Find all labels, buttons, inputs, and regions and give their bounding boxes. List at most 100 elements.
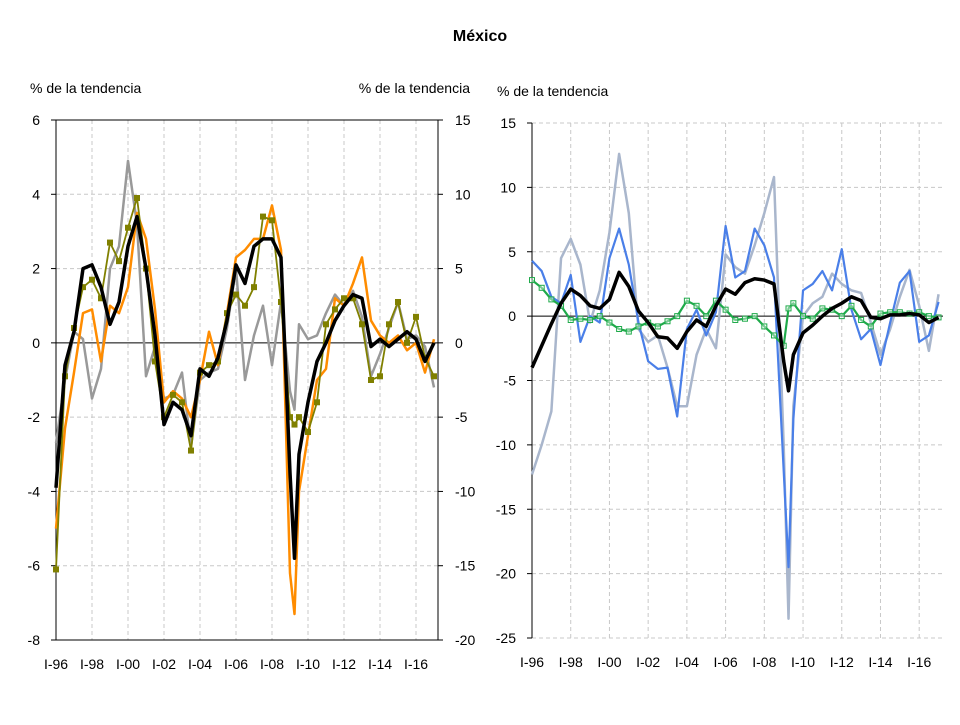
data-point-marker (260, 213, 266, 220)
x-tick-label: I-06 (714, 654, 738, 670)
data-point-marker (529, 277, 535, 284)
data-point-marker (107, 239, 113, 246)
data-point-marker (404, 339, 410, 346)
data-point-marker (291, 421, 298, 428)
data-point-marker (761, 323, 768, 330)
chart-title: México (453, 28, 507, 45)
y-tick-label-left: -10 (496, 437, 516, 453)
data-point-marker (368, 377, 374, 383)
y-axis-label-right: % de la tendencia (359, 80, 471, 96)
data-point-marker (296, 414, 302, 421)
x-tick-label: I-06 (224, 656, 248, 672)
series-4 (54, 214, 436, 561)
x-tick-label: I-02 (636, 654, 660, 670)
x-tick-label: I-98 (559, 654, 583, 670)
data-point-marker (654, 323, 661, 330)
data-point-marker (188, 447, 194, 454)
y-axis-label-left: % de la tendencia (30, 80, 142, 96)
x-tick-label: I-02 (152, 656, 176, 672)
data-point-marker (233, 291, 239, 298)
data-point-marker (251, 284, 257, 291)
x-tick-label: I-10 (791, 654, 815, 670)
y-tick-label-left: -4 (28, 483, 41, 499)
series-line (54, 204, 436, 616)
data-point-marker (867, 323, 874, 330)
data-point-marker (53, 566, 59, 573)
data-point-marker (170, 391, 176, 398)
y-tick-label-right: 0 (455, 335, 463, 351)
data-point-marker (732, 316, 739, 323)
data-point-marker (848, 302, 855, 309)
data-point-marker (819, 305, 826, 312)
series-line (531, 224, 940, 569)
data-point-marker (809, 315, 816, 322)
y-tick-label-left: 6 (32, 112, 40, 128)
series-line (530, 152, 940, 620)
y-tick-label-right: -10 (455, 483, 475, 499)
data-point-marker (89, 276, 95, 283)
y-tick-label-left: 4 (32, 186, 40, 202)
data-point-marker (395, 299, 401, 305)
y-tick-label-left: 10 (500, 179, 516, 195)
data-point-marker (683, 297, 690, 304)
data-point-marker (577, 315, 584, 322)
data-point-marker (751, 313, 758, 320)
data-point-marker (332, 306, 338, 313)
y-tick-label-left: 5 (508, 244, 516, 260)
data-point-marker (305, 429, 311, 435)
data-point-marker (703, 313, 710, 320)
y-tick-label-left: 2 (32, 261, 40, 277)
data-point-marker (925, 313, 932, 320)
series-line (530, 270, 940, 393)
x-tick-label: I-08 (752, 654, 776, 670)
data-point-marker (771, 332, 777, 339)
data-point-marker (125, 224, 131, 231)
data-point-marker (877, 310, 884, 317)
data-point-marker (858, 316, 865, 323)
x-tick-label: I-14 (868, 654, 892, 670)
data-point-marker (206, 362, 212, 369)
data-point-marker (625, 328, 632, 335)
x-tick-label: I-04 (188, 656, 212, 672)
data-point-marker (431, 373, 437, 380)
data-point-marker (674, 313, 681, 320)
data-point-marker (587, 316, 594, 323)
data-point-marker (838, 313, 845, 320)
x-tick-label: I-04 (675, 654, 699, 670)
series-2 (54, 204, 436, 616)
plot-frame (55, 119, 439, 641)
y-tick-label-left: 0 (32, 335, 40, 351)
x-tick-label: I-00 (116, 656, 140, 672)
data-point-marker (785, 305, 792, 312)
y-tick-label-right: 15 (455, 112, 471, 128)
y-tick-label-left: -8 (28, 632, 41, 648)
series-3 (53, 195, 437, 573)
left-panel: 6 4 2 0 -2 -4 -6 -8 15 10 5 0 -5 -10 -15 -20 I-96 I-98 I-0… (28, 80, 476, 672)
data-point-marker (314, 399, 320, 406)
x-tick-label: I-14 (368, 656, 392, 672)
y-tick-label-right: 10 (455, 186, 471, 202)
x-tick-label: I-12 (332, 656, 356, 672)
y-tick-label-right: -15 (455, 558, 475, 574)
x-tick-label: I-16 (404, 656, 428, 672)
series-line (54, 214, 436, 561)
y-tick-label-left: 0 (508, 308, 516, 324)
data-point-marker (635, 323, 642, 330)
x-tick-label: I-16 (907, 654, 931, 670)
data-point-marker (242, 302, 248, 309)
y-tick-label-right: 5 (455, 261, 463, 277)
data-point-marker (179, 399, 185, 406)
x-tick-label: I-10 (296, 656, 320, 672)
y-tick-label-left: 15 (500, 115, 516, 131)
data-point-marker (722, 306, 729, 313)
data-point-marker (341, 295, 347, 302)
y-tick-label-left: -2 (28, 409, 41, 425)
right-panel: 15 10 5 0 -5 -10 -15 -20 -25I-96 I-98 I-00 I-02 I-04… (496, 83, 943, 670)
series-line (55, 197, 435, 570)
x-tick-label: I-96 (44, 656, 68, 672)
data-point-marker (134, 195, 140, 201)
data-point-marker (664, 318, 671, 325)
y-tick-label-right: -20 (455, 632, 475, 648)
x-tick-label: I-96 (520, 654, 544, 670)
